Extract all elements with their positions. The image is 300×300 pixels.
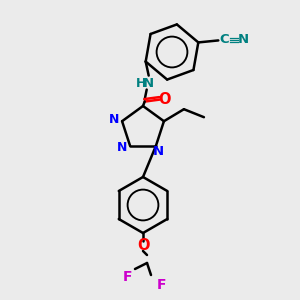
Text: O: O (158, 92, 171, 107)
Text: N: N (152, 145, 164, 158)
Text: N: N (238, 33, 249, 46)
Text: N: N (109, 113, 119, 126)
Text: C: C (220, 33, 229, 46)
Text: F: F (122, 270, 132, 284)
Text: H: H (136, 77, 146, 90)
Text: O: O (137, 238, 149, 253)
Text: F: F (156, 278, 166, 292)
Text: N: N (117, 141, 127, 154)
Text: N: N (143, 77, 154, 90)
